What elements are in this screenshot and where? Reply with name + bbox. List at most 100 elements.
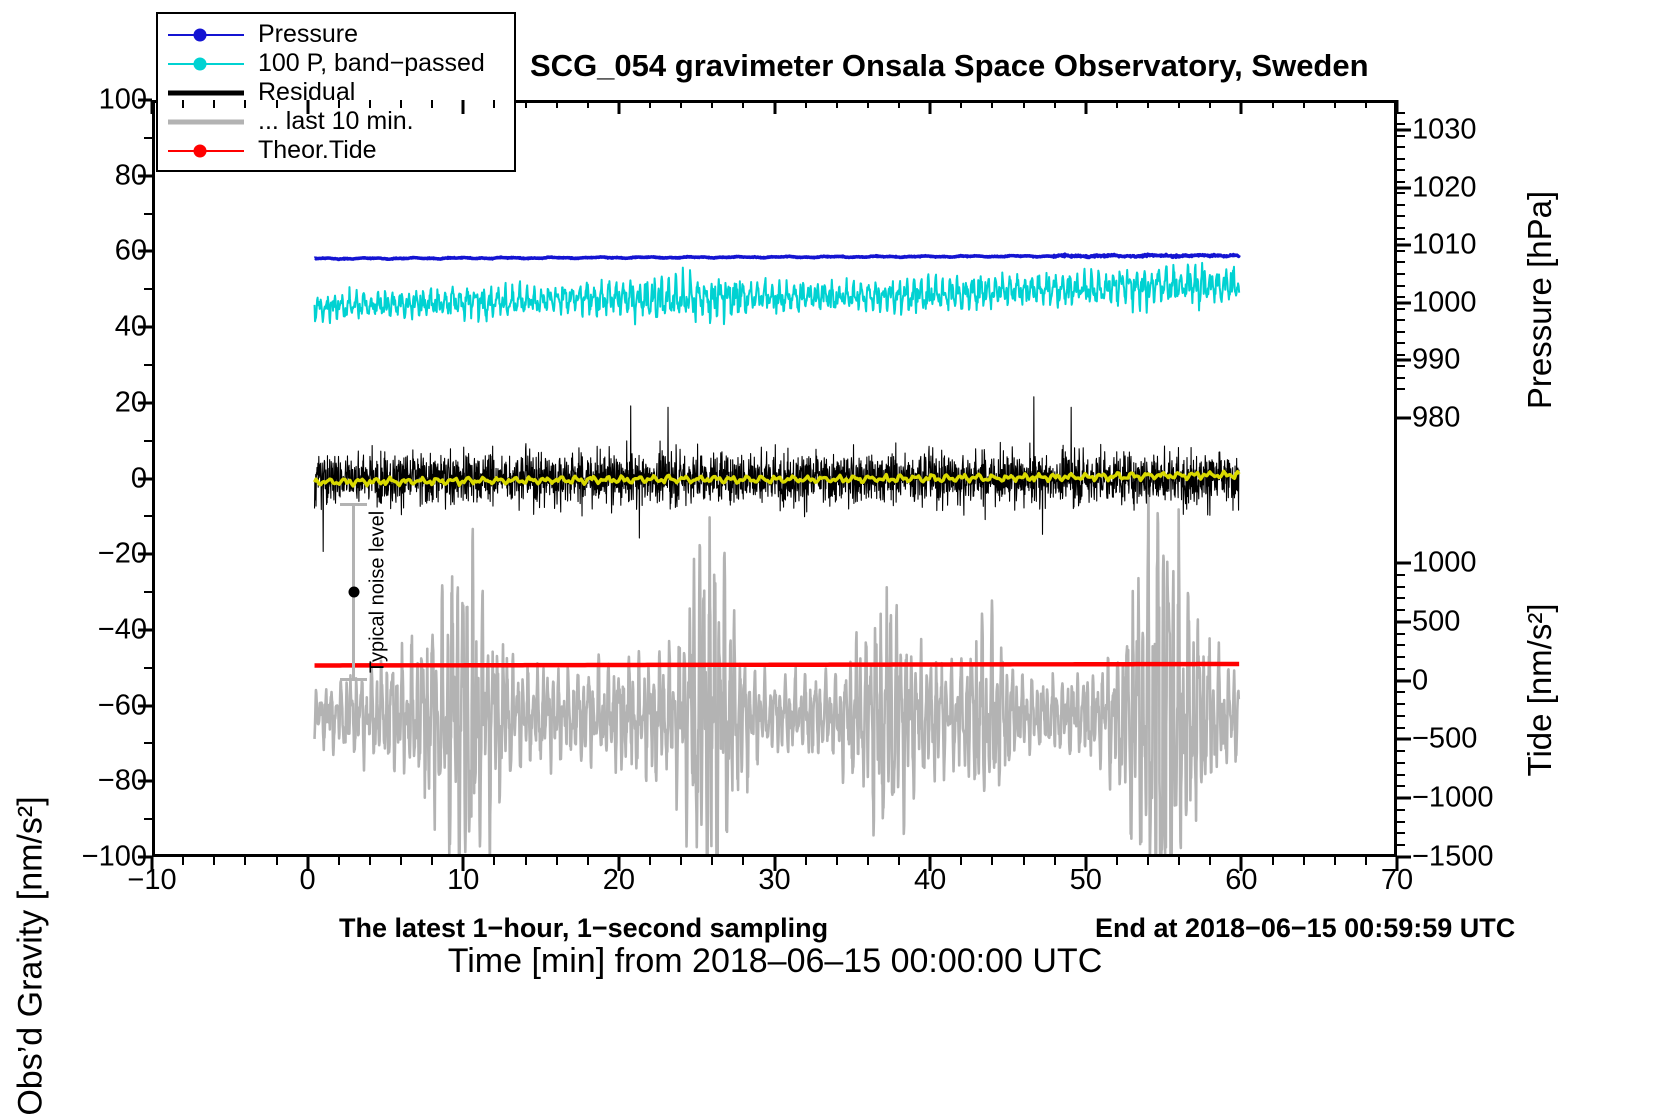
tick-top-minor [493,100,496,108]
tick-tide-2 [1397,679,1411,683]
x-tick-label-2: 10 [447,864,480,896]
tick-tide-minor [1397,691,1405,694]
tick-tide-minor [1397,773,1405,776]
tick-left-minor [144,515,152,518]
y-tick-label-3: 40 [114,310,147,343]
tick-top-2 [461,100,465,114]
tick-left-minor [144,212,152,215]
trace-residual-smoothed [313,469,1241,488]
legend-item-0: Pressure [158,20,514,49]
tick-pressure-minor [1397,238,1405,241]
legend-line-2 [168,90,244,95]
tick-top-minor [275,100,278,108]
tide-tick-label-0: 1000 [1412,546,1477,579]
pressure-tick-label-2: 1010 [1412,228,1477,261]
tick-bottom-minor [182,857,185,865]
tick-pressure-minor [1397,146,1405,149]
tick-bottom-7 [1239,857,1243,871]
tick-left-10 [138,855,152,859]
y-tick-label-5: 0 [130,462,147,494]
tick-top-minor [742,100,745,108]
tide-tick-label-1: 500 [1412,605,1461,638]
legend-swatch-4 [168,144,244,158]
tick-top-minor [835,100,838,108]
legend-label-1: 100 P, band−passed [258,49,485,77]
tick-tide-1 [1397,620,1411,624]
tick-bottom-minor [275,857,278,865]
tick-tide-minor [1397,808,1405,811]
tick-tide-0 [1397,561,1411,565]
tick-pressure-minor [1397,192,1405,195]
tick-left-6 [138,552,152,556]
tick-left-7 [138,628,152,632]
pressure-tick-label-3: 1000 [1412,286,1477,319]
tick-bottom-minor [866,857,869,865]
tick-bottom-minor [1115,857,1118,865]
tick-left-minor [144,742,152,745]
legend-item-3: ... last 10 min. [158,107,514,136]
tick-bottom-minor [1302,857,1305,865]
legend-swatch-3 [168,115,244,129]
tick-bottom-8 [1395,857,1399,871]
tick-left-3 [138,325,152,329]
y-tick-label-10: −100 [81,840,147,873]
x-axis-title: Time [min] from 2018–06–15 00:00:00 UTC [447,942,1103,980]
tick-pressure-minor [1397,215,1405,218]
tick-top-minor [1022,100,1025,108]
tick-top-7 [1239,100,1243,114]
tick-bottom-minor [493,857,496,865]
tick-pressure-0 [1397,128,1411,132]
tick-top-8 [1395,100,1399,114]
tick-bottom-minor [400,857,402,865]
tick-left-8 [138,704,152,708]
tick-bottom-minor [1053,857,1056,865]
tick-bottom-minor [680,857,683,865]
chart-page: SCG_054 gravimeter Onsala Space Observat… [12,12,1558,1116]
tick-top-minor [182,100,185,108]
noise-cap-top [340,503,367,506]
x-tick-label-5: 40 [913,864,947,896]
trace-theor-tide [314,661,1240,668]
tide-tick-label-2: 0 [1412,664,1429,697]
tick-left-0 [138,98,152,102]
tick-top-minor [1053,100,1056,108]
tick-top-minor [1147,100,1149,108]
tick-top-minor [866,100,869,108]
tick-tide-minor [1397,750,1405,753]
legend-marker-dot-4 [193,144,207,157]
tick-bottom-minor [804,857,807,865]
tide-tick-label-4: −1000 [1412,781,1494,814]
trace-last-10-min [313,471,1241,854]
tick-top-minor [524,100,527,108]
noise-center-dot [348,586,359,598]
tide-tick-label-3: −500 [1412,722,1478,755]
note-sampling: The latest 1−hour, 1−second sampling [339,913,829,943]
tick-pressure-minor [1397,376,1405,379]
tick-pressure-minor [1397,180,1405,183]
tick-bottom-minor [213,857,216,865]
tick-top-minor [431,100,434,108]
tick-bottom-minor [742,857,745,865]
tick-tide-minor [1397,585,1405,588]
tick-top-minor [960,100,963,108]
tick-left-2 [138,249,152,253]
tick-tide-minor [1397,726,1405,729]
x-tick-label-8: 70 [1380,864,1414,896]
tick-tide-minor [1397,832,1405,835]
tick-bottom-5 [928,857,932,871]
tick-bottom-minor [1147,857,1149,865]
x-tick-label-7: 60 [1225,864,1258,896]
trace-band-passed [313,261,1241,326]
tick-pressure-minor [1397,123,1405,126]
tick-bottom-1 [306,857,310,871]
tick-bottom-minor [1178,857,1181,865]
tick-left-9 [138,779,152,783]
legend-item-2: Residual [158,78,514,107]
tick-pressure-minor [1397,249,1405,252]
tick-left-minor [144,818,152,821]
tick-tide-5 [1397,855,1411,859]
tick-bottom-minor [1022,857,1025,865]
tick-pressure-minor [1397,330,1405,333]
tick-top-minor [1364,100,1367,108]
tick-bottom-2 [461,857,465,871]
